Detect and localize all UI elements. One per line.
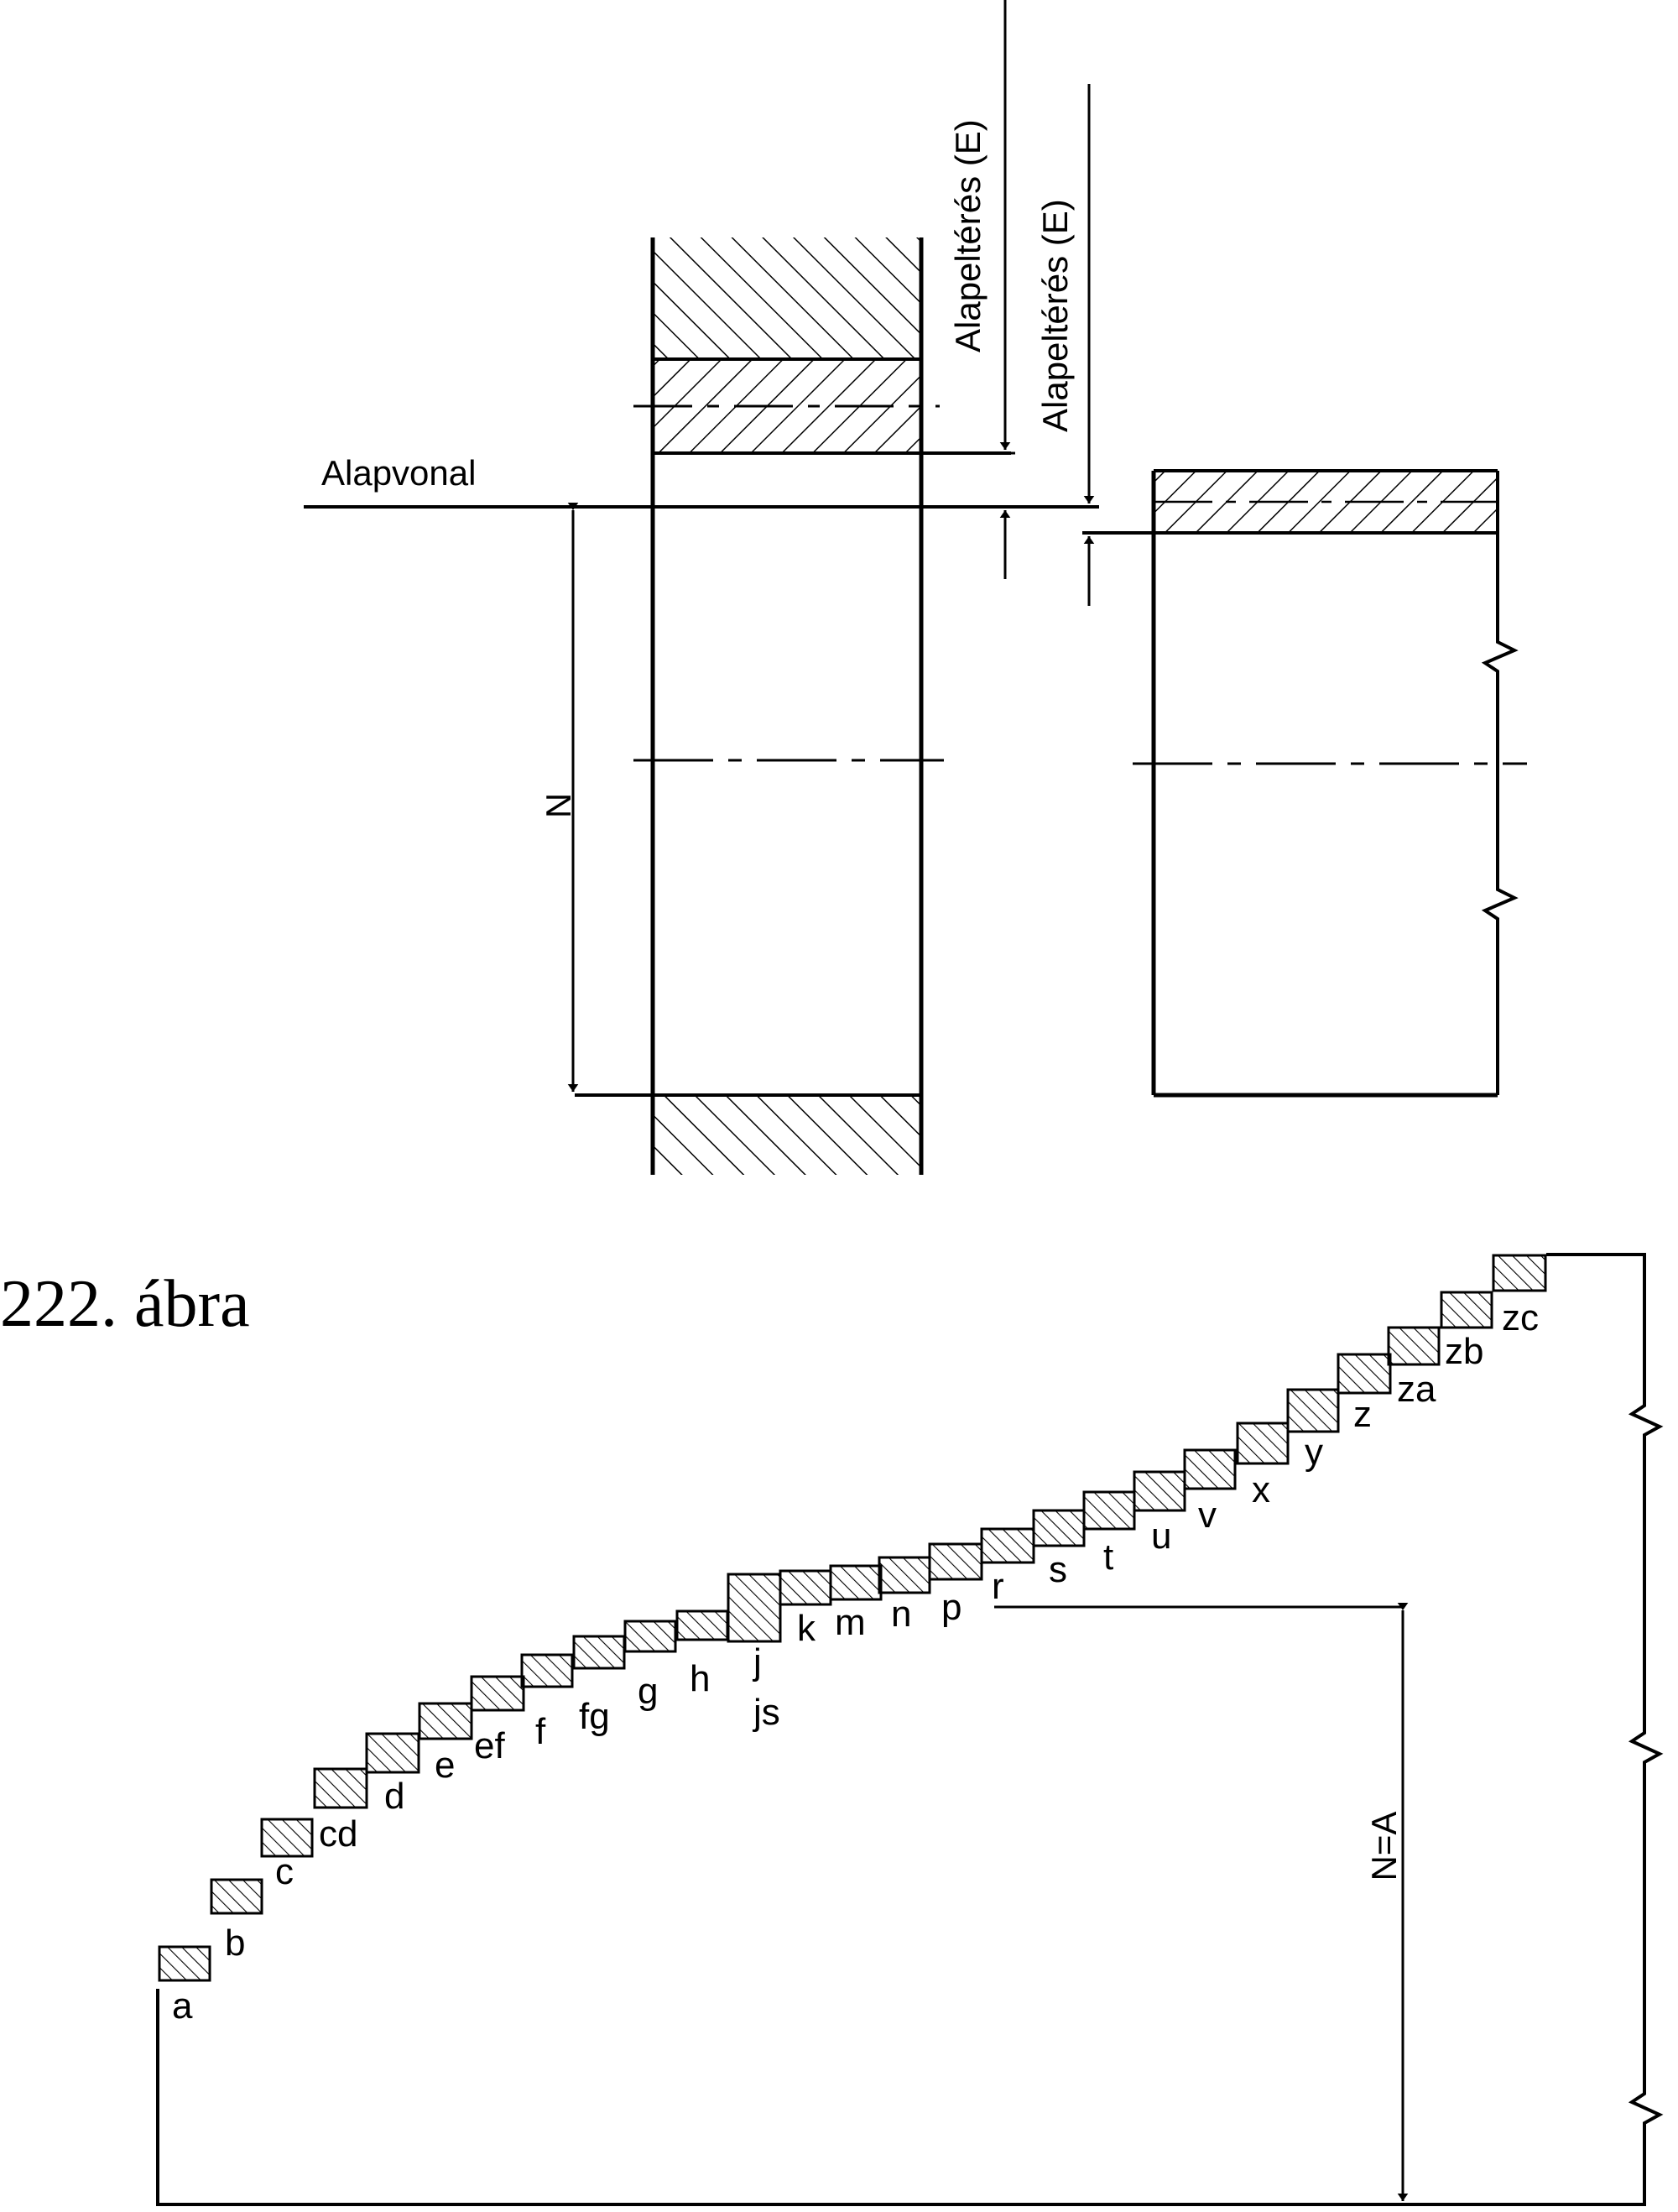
tolerance-box-m <box>829 1564 883 1601</box>
na-label: N=A <box>1364 1812 1404 1881</box>
position-label-za: za <box>1397 1369 1436 1410</box>
tolerance-box-b <box>210 1878 263 1915</box>
tolerance-box-fg <box>572 1635 626 1670</box>
tolerance-box-d <box>365 1732 420 1774</box>
position-label-s: s <box>1049 1549 1067 1590</box>
position-label-b: b <box>225 1922 245 1964</box>
position-label-u: u <box>1151 1516 1171 1557</box>
tolerance-box-s <box>1032 1509 1086 1547</box>
position-label-c: c <box>275 1851 294 1892</box>
hole-wall-lower <box>653 1095 921 1175</box>
position-label-js: js <box>752 1692 780 1733</box>
shaft-deviation-label: Alapeltérés (E) <box>1035 199 1075 432</box>
position-label-k: k <box>797 1608 816 1649</box>
tolerance-box-x <box>1236 1422 1290 1465</box>
nominal-label: N <box>539 793 578 818</box>
tolerance-box-v <box>1183 1448 1237 1490</box>
position-label-cd: cd <box>319 1813 357 1855</box>
tolerance-box-cd <box>313 1767 368 1809</box>
position-label-zc: zc <box>1502 1297 1539 1338</box>
tolerance-box-e <box>418 1702 473 1740</box>
tolerance-box-ef <box>470 1675 525 1712</box>
position-label-r: r <box>992 1566 1004 1607</box>
tolerance-box-za <box>1387 1326 1441 1366</box>
hole-wall-upper <box>653 237 921 359</box>
position-label-fg: fg <box>579 1696 610 1737</box>
position-label-ef: ef <box>474 1725 505 1766</box>
tolerance-box-h <box>675 1609 729 1641</box>
tolerance-box-u <box>1133 1470 1186 1512</box>
tolerance-box-p <box>928 1542 983 1581</box>
position-label-v: v <box>1198 1495 1217 1536</box>
position-label-y: y <box>1305 1432 1323 1473</box>
position-label-a: a <box>172 1985 193 2027</box>
tolerance-box-c <box>260 1818 314 1858</box>
hole-deviation-label: Alapeltérés (E) <box>948 119 988 352</box>
tolerance-box-j <box>727 1573 782 1643</box>
position-label-zb: zb <box>1445 1331 1483 1372</box>
top-diagram: Alapvonal N Alapeltérés (E) Alapeltérés … <box>304 0 1527 1175</box>
tolerance-box-t <box>1082 1490 1136 1531</box>
position-label-p: p <box>941 1587 961 1628</box>
frame-outline <box>156 1253 1664 2206</box>
position-label-x: x <box>1252 1469 1270 1510</box>
tolerance-box-k <box>779 1569 832 1606</box>
position-label-d: d <box>384 1776 404 1817</box>
position-label-f: f <box>535 1711 546 1752</box>
shaft-break-line <box>1481 471 1519 1095</box>
tolerance-box-r <box>980 1527 1035 1564</box>
tolerance-box-zc <box>1492 1254 1547 1292</box>
position-label-z: z <box>1353 1394 1372 1435</box>
position-label-t: t <box>1103 1536 1113 1578</box>
position-label-m: m <box>835 1602 866 1643</box>
figure-caption: 222. ábra <box>0 1267 250 1341</box>
basic-line-label: Alapvonal <box>321 453 476 493</box>
position-label-e: e <box>435 1745 455 1786</box>
tolerance-box-a <box>158 1945 211 1982</box>
position-label-j: j <box>752 1641 762 1682</box>
tolerance-box-g <box>623 1620 677 1653</box>
tolerance-box-f <box>520 1653 574 1688</box>
tolerance-box-zb <box>1440 1291 1493 1329</box>
position-label-h: h <box>690 1658 710 1699</box>
tolerance-box-z <box>1337 1353 1392 1395</box>
position-label-n: n <box>891 1594 911 1635</box>
position-label-g: g <box>638 1671 658 1712</box>
tolerance-box-n <box>878 1556 931 1594</box>
tolerance-box-y <box>1286 1388 1340 1433</box>
